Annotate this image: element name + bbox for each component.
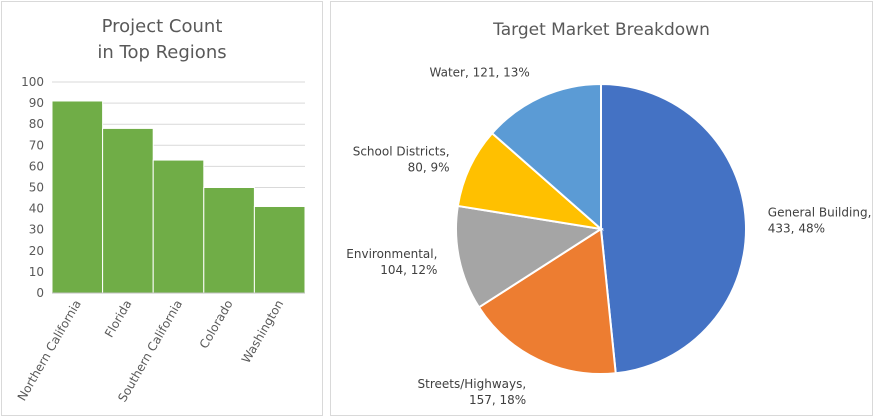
pie-data-label: School Districts, 80, 9% (353, 144, 450, 174)
y-tick-label: 100 (21, 75, 44, 89)
bar-5 (253, 205, 306, 294)
pie-data-label-line: General Building, (768, 206, 872, 220)
pie-chart-plot: General Building, 433, 48% Streets/Highway… (346, 65, 872, 407)
pie-data-label-line: Water, 121, 13% (430, 65, 530, 79)
pie-slice-streets-highways (477, 227, 617, 375)
pie-data-label-line: Streets/Highways, (418, 377, 527, 391)
x-tick-label: Florida (102, 298, 135, 340)
y-tick-label: 30 (29, 223, 44, 237)
y-tick-label: 50 (29, 181, 44, 195)
y-tick-label: 10 (29, 265, 44, 279)
pie-data-label-line: 104, 12% (380, 263, 437, 277)
bar-chart-plot: 0 10 20 30 40 50 60 70 80 90 100 Northern Californi… (15, 75, 306, 404)
pie-slice-environmental (455, 204, 604, 309)
bar-1 (51, 100, 104, 294)
bar-chart-title: Project Count in Top Regions (2, 14, 322, 66)
bar-chart-title-line-2: in Top Regions (97, 42, 227, 63)
pie-slice-school-districts (456, 131, 605, 231)
pie-slice-general-building (600, 82, 747, 375)
y-tick-label: 60 (29, 159, 44, 173)
pie-chart-title: Target Market Breakdown (493, 20, 710, 40)
pie-data-label-line: Environmental, (346, 247, 437, 261)
pie-data-label-line: 157, 18% (469, 393, 526, 407)
pie-data-label-line: 433, 48% (768, 222, 825, 236)
bar-4 (203, 187, 255, 294)
x-tick-label: Northern California (15, 298, 84, 404)
pie-data-label: Water, 121, 13% (430, 65, 530, 79)
y-tick-label: 80 (29, 117, 44, 131)
pie-data-label: General Building, 433, 48% (768, 206, 872, 236)
pie-data-label-line: School Districts, (353, 144, 450, 158)
pie-data-label-line: 80, 9% (408, 160, 450, 174)
y-tick-label: 70 (29, 138, 44, 152)
pie-data-label: Environmental, 104, 12% (346, 247, 437, 277)
pie-chart-panel: Target Market Breakdown General Building… (330, 1, 873, 416)
pie-data-label: Streets/Highways, 157, 18% (418, 377, 527, 407)
y-tick-label: 40 (29, 202, 44, 216)
bar-chart-panel: Project Count in Top Regions 0 10 20 30 40 50… (1, 1, 323, 416)
y-tick-label: 90 (29, 96, 44, 110)
bar-chart-title-line-1: Project Count (101, 16, 223, 37)
bar-2 (102, 127, 154, 294)
x-tick-label: Washington (239, 298, 286, 366)
bar-3 (152, 159, 205, 294)
y-tick-label: 0 (36, 286, 44, 300)
y-tick-label: 20 (29, 244, 44, 258)
pie-slice-water (490, 82, 602, 232)
x-tick-label: Colorado (197, 298, 236, 351)
